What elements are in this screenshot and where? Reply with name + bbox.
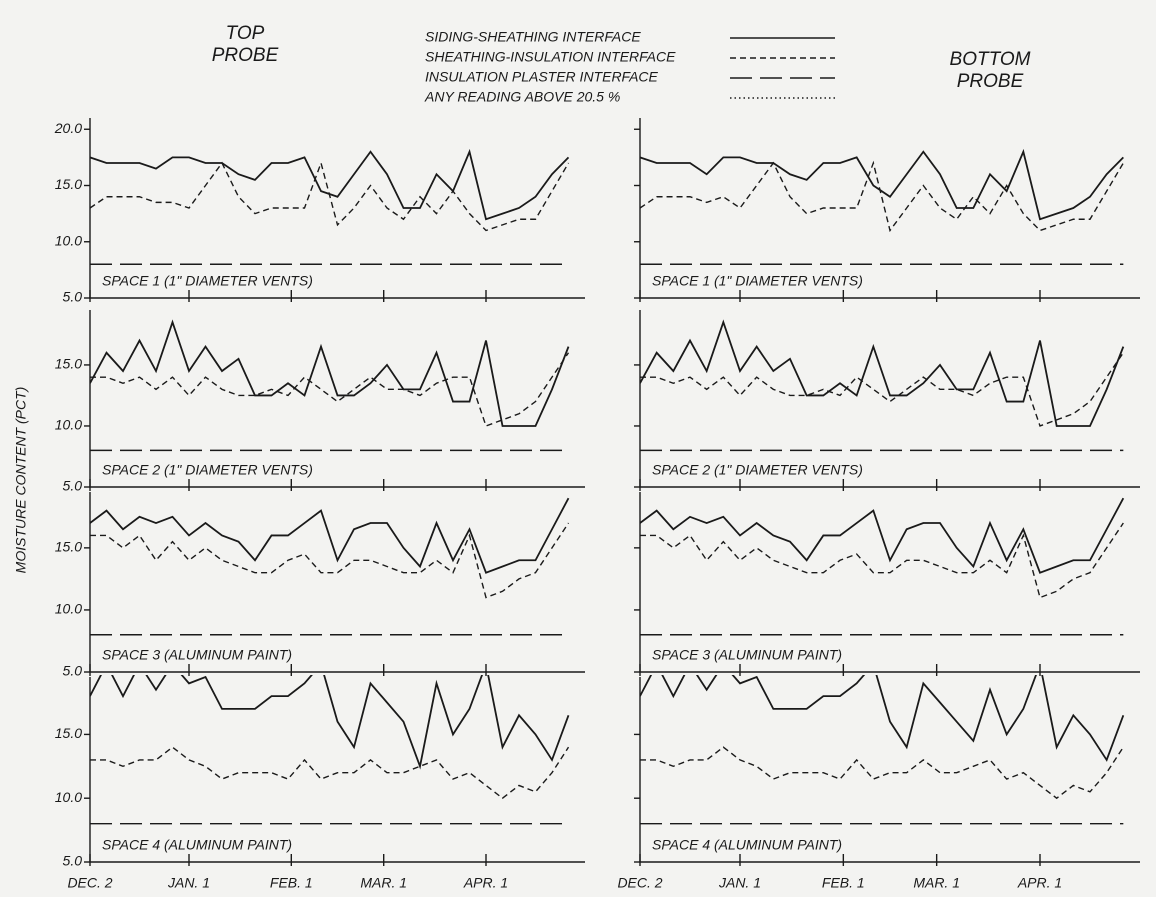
x-tick-label: DEC. 2 bbox=[67, 875, 112, 891]
axis-frame bbox=[89, 310, 585, 488]
series-line bbox=[90, 675, 570, 770]
y-tick-label: 5.0 bbox=[63, 663, 83, 679]
x-tick-label: DEC. 2 bbox=[617, 875, 662, 891]
series-line bbox=[90, 160, 570, 232]
legend-label: INSULATION PLASTER INTERFACE bbox=[425, 69, 659, 85]
column-title: BOTTOM bbox=[950, 49, 1031, 70]
y-tick-label: 15.0 bbox=[55, 176, 82, 192]
y-tick-label: 15.0 bbox=[55, 725, 82, 741]
y-tick-label: 5.0 bbox=[63, 478, 83, 494]
series-line bbox=[640, 497, 1125, 574]
series-line bbox=[640, 160, 1124, 233]
y-tick-label: 10.0 bbox=[55, 417, 82, 433]
series-line bbox=[640, 148, 1124, 221]
axis-frame bbox=[639, 677, 1140, 863]
series-line bbox=[90, 746, 570, 800]
series-line bbox=[90, 148, 570, 221]
panel-label: SPACE 2 (1" DIAMETER VENTS) bbox=[102, 462, 313, 478]
series-line bbox=[640, 746, 1124, 800]
y-tick-label: 10.0 bbox=[55, 232, 82, 248]
axis-frame bbox=[89, 118, 585, 299]
panel-label: SPACE 1 (1" DIAMETER VENTS) bbox=[652, 273, 863, 289]
panel-label: SPACE 2 (1" DIAMETER VENTS) bbox=[652, 462, 863, 478]
legend-label: SIDING-SHEATHING INTERFACE bbox=[425, 29, 641, 45]
y-tick-label: 5.0 bbox=[63, 853, 83, 869]
panel-label: SPACE 1 (1" DIAMETER VENTS) bbox=[102, 273, 313, 289]
x-tick-label: MAR. 1 bbox=[913, 875, 960, 891]
series-line bbox=[90, 319, 570, 427]
column-title: TOP bbox=[226, 23, 265, 44]
column-title: PROBE bbox=[212, 45, 279, 66]
axis-frame bbox=[639, 118, 1140, 299]
panel-label: SPACE 4 (ALUMINUM PAINT) bbox=[102, 837, 292, 853]
y-tick-label: 15.0 bbox=[55, 539, 82, 555]
series-line bbox=[640, 675, 1125, 762]
column-title: PROBE bbox=[957, 71, 1024, 92]
panel-label: SPACE 4 (ALUMINUM PAINT) bbox=[652, 837, 842, 853]
y-tick-label: 10.0 bbox=[55, 789, 82, 805]
y-tick-label: 5.0 bbox=[63, 289, 83, 305]
y-tick-label: 10.0 bbox=[55, 601, 82, 617]
panel-label: SPACE 3 (ALUMINUM PAINT) bbox=[102, 647, 292, 663]
x-tick-label: JAN. 1 bbox=[167, 875, 210, 891]
axis-frame bbox=[639, 310, 1140, 488]
legend-label: ANY READING ABOVE 20.5 % bbox=[424, 89, 620, 105]
y-axis-label: MOISTURE CONTENT (PCT) bbox=[13, 387, 29, 574]
x-tick-label: MAR. 1 bbox=[360, 875, 407, 891]
series-line bbox=[640, 352, 1124, 427]
y-tick-label: 20.0 bbox=[54, 120, 82, 136]
x-tick-label: APR. 1 bbox=[1017, 875, 1062, 891]
x-tick-label: JAN. 1 bbox=[718, 875, 761, 891]
y-tick-label: 15.0 bbox=[55, 356, 82, 372]
x-tick-label: APR. 1 bbox=[463, 875, 508, 891]
series-line bbox=[90, 522, 570, 599]
axis-frame bbox=[89, 677, 585, 863]
series-line bbox=[640, 522, 1124, 599]
legend-label: SHEATHING-INSULATION INTERFACE bbox=[425, 49, 676, 65]
x-tick-label: FEB. 1 bbox=[270, 875, 313, 891]
series-line bbox=[90, 352, 570, 427]
series-line bbox=[640, 319, 1125, 427]
x-tick-label: FEB. 1 bbox=[822, 875, 865, 891]
series-line bbox=[90, 497, 570, 574]
panel-label: SPACE 3 (ALUMINUM PAINT) bbox=[652, 647, 842, 663]
